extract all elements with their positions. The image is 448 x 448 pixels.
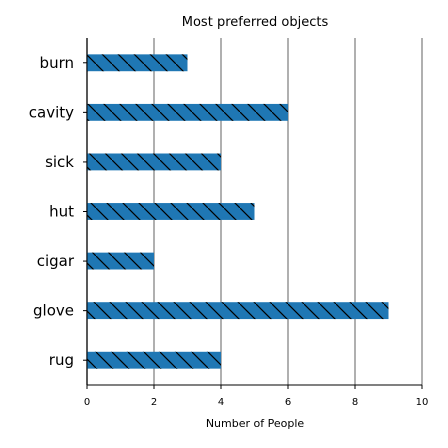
x-tick-label-10: 10 (416, 397, 429, 408)
y-tick-label-cigar: cigar (37, 252, 75, 270)
chart-title: Most preferred objects (182, 15, 329, 30)
bar-hatch-glove (87, 302, 389, 320)
bar-hatch-hut (87, 203, 255, 220)
x-tick-label-4: 4 (218, 397, 224, 408)
y-tick-label-glove: glove (33, 302, 74, 320)
x-tick-labels: 0 2 4 6 8 10 (84, 397, 429, 408)
bar-hatch-cigar (87, 252, 154, 270)
x-tick-label-8: 8 (352, 397, 358, 408)
x-axis-label: Number of People (206, 417, 305, 430)
x-tick-label-2: 2 (151, 397, 157, 408)
y-tick-label-cavity: cavity (29, 103, 74, 121)
y-tick-labels: burn cavity sick hut cigar glove rug (29, 54, 75, 369)
y-tick-label-sick: sick (45, 153, 74, 171)
bar-hatch-sick (87, 153, 221, 171)
y-tick-label-hut: hut (49, 203, 74, 221)
x-tick-label-0: 0 (84, 397, 90, 408)
bar-hatch-rug (87, 351, 221, 369)
bar-hatch-cavity (87, 103, 288, 121)
bars (87, 54, 389, 369)
x-tick-label-6: 6 (285, 397, 291, 408)
bar-hatch-burn (87, 54, 188, 72)
y-tick-label-rug: rug (49, 351, 74, 369)
y-tick-label-burn: burn (40, 54, 74, 72)
axes (83, 38, 423, 389)
